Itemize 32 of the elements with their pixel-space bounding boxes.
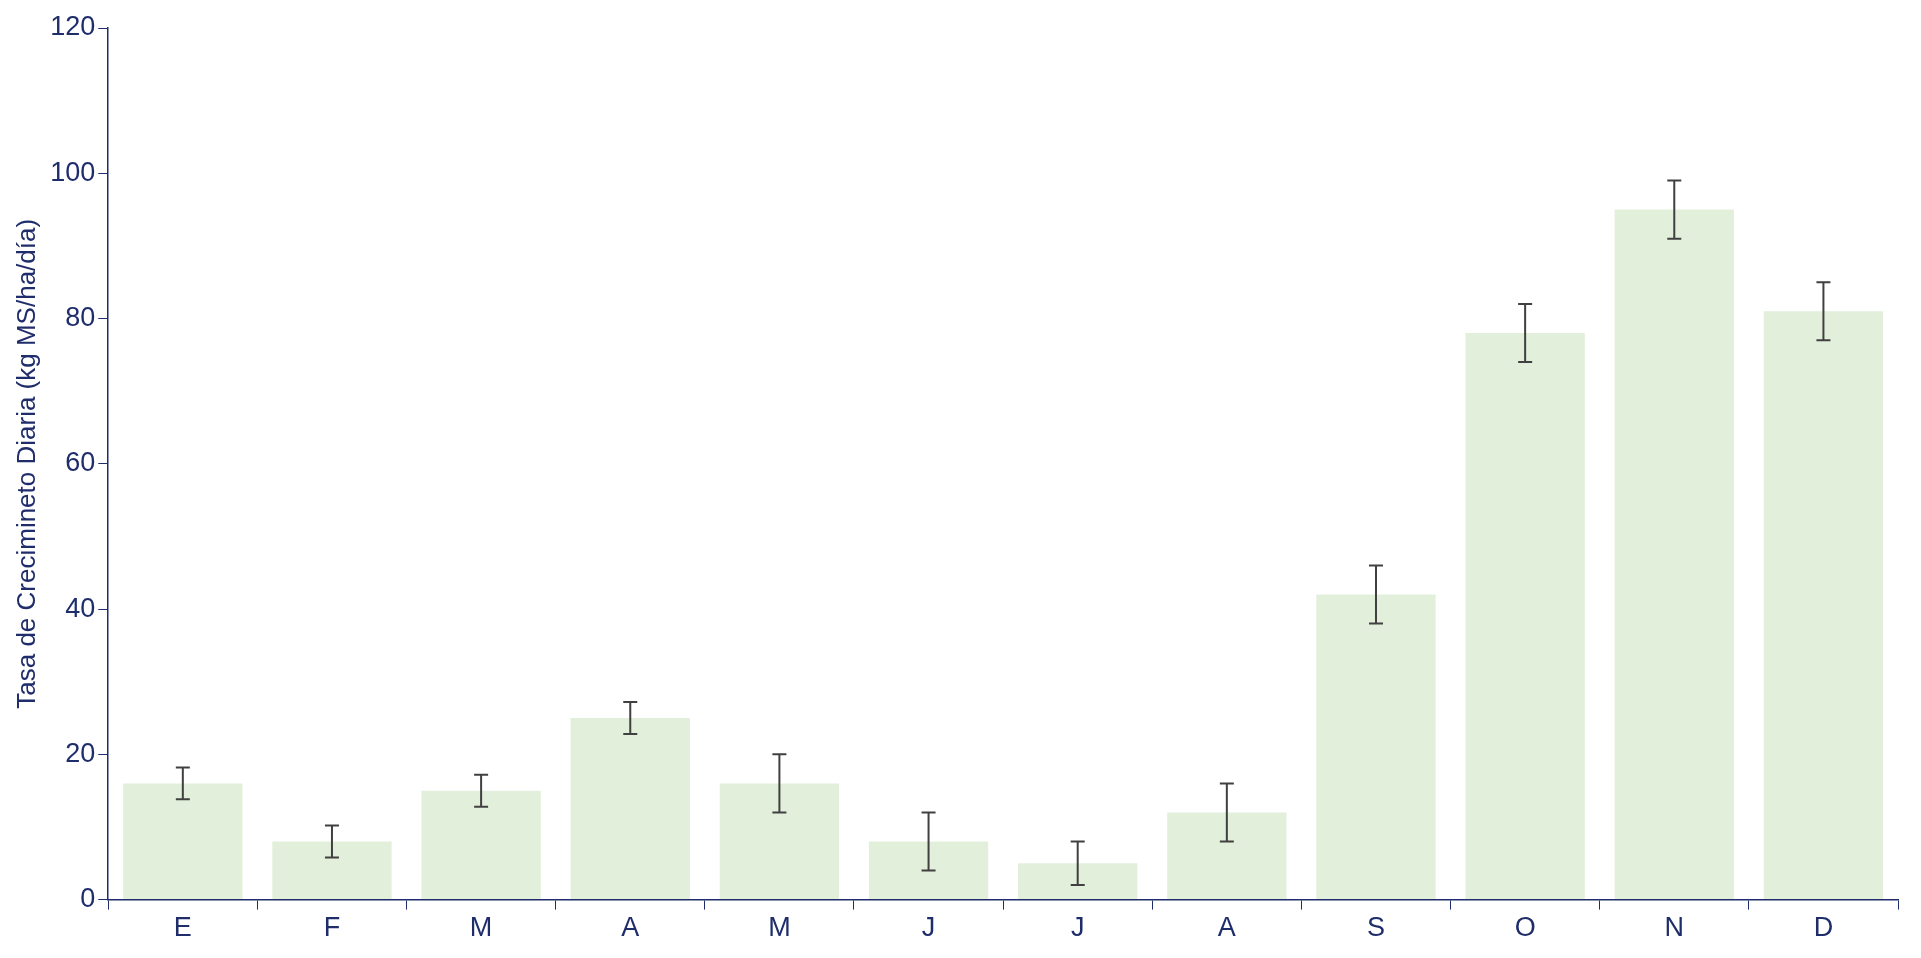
bar — [1465, 333, 1585, 900]
bar — [719, 783, 840, 900]
x-tick-label: N — [1664, 912, 1685, 943]
x-tick-label: E — [173, 912, 192, 943]
y-tick-label: 100 — [50, 156, 96, 187]
bar — [868, 841, 989, 900]
x-tick-label: F — [323, 912, 341, 943]
y-tick-label: 120 — [50, 11, 96, 42]
bar — [123, 783, 243, 900]
bar — [1167, 812, 1287, 900]
x-tick-label: O — [1514, 912, 1536, 943]
bar — [1763, 311, 1884, 900]
x-tick-label: S — [1366, 912, 1385, 943]
bar — [1614, 209, 1734, 900]
y-tick-label: 20 — [65, 737, 96, 768]
bar — [421, 790, 541, 900]
y-tick-label: 60 — [65, 447, 96, 478]
x-tick-label: A — [621, 912, 640, 943]
y-tick-label: 40 — [65, 592, 96, 623]
bar — [1018, 863, 1138, 900]
y-axis-title: Tasa de Crecimineto Diaria (kg MS/ha/día) — [10, 218, 41, 709]
x-tick-label: J — [1070, 912, 1085, 943]
x-tick-label: D — [1813, 912, 1834, 943]
y-tick-label: 0 — [80, 883, 96, 914]
bar — [272, 841, 392, 900]
bar — [570, 718, 690, 900]
x-tick-label: M — [768, 912, 791, 943]
x-tick-label: J — [921, 912, 936, 943]
y-tick-label: 80 — [65, 301, 96, 332]
bar — [1316, 594, 1436, 900]
x-tick-label: M — [469, 912, 493, 943]
x-tick-label: A — [1217, 912, 1236, 943]
